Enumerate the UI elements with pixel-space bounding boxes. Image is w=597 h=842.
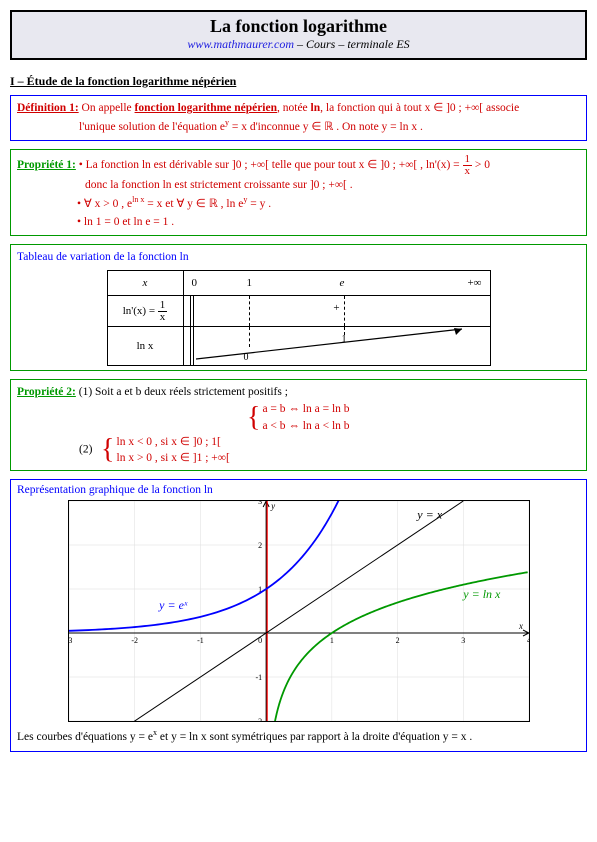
definition-1-label: Définition 1: [17, 102, 79, 114]
variation-table-box: Tableau de variation de la fonction ln x… [10, 244, 587, 371]
svg-text:y = eˣ: y = eˣ [158, 598, 188, 612]
section-1-title: I – Étude de la fonction logarithme népé… [10, 74, 587, 89]
prop1-l3b: = x et ∀ y ∈ ℝ , ln e [144, 198, 243, 210]
arrow-icon [196, 327, 472, 361]
prop2-label: Propriété 2: [17, 386, 76, 398]
prop2-p1: (1) Soit a et b deux réels strictement p… [79, 386, 288, 398]
prop2-p2l1: ln x < 0 , si x ∈ ]0 ; 1[ [117, 434, 230, 450]
svg-text:3: 3 [461, 636, 465, 645]
def1-t5: , la fonction qui à tout x ∈ ]0 ; +∞[ as… [320, 102, 519, 114]
proposition-1-box: Propriété 1: • La fonction ln est dériva… [10, 149, 587, 236]
graph-caption: Les courbes d'équations y = ex et y = ln… [17, 728, 580, 743]
header-link[interactable]: www.mathmaurer.com [187, 37, 294, 51]
frac-1-over-x: 1x [463, 154, 473, 177]
svg-text:2: 2 [258, 541, 262, 550]
prop2-p1l2: a < b ⇔ ln a < ln b [262, 418, 349, 434]
vt-lnx-row: 0 1 [183, 327, 490, 366]
variation-table-title: Tableau de variation de la fonction ln [17, 249, 580, 266]
vt-1: 1 [204, 275, 294, 292]
cap1: Les courbes d'équations y = e [17, 731, 153, 743]
prop2-p1l1: a = b ⇔ ln a = ln b [262, 401, 349, 417]
prop2-p2l2: ln x > 0 , si x ∈ ]1 ; +∞[ [117, 450, 230, 466]
frac-1-over-x-2: 1x [158, 300, 168, 323]
graph-title: Représentation graphique de la fonction … [17, 484, 580, 496]
definition-1-text: On appelle fonction logarithme népérien,… [17, 102, 519, 133]
prop1-l3s: ln x [132, 196, 144, 205]
prop1-l1a: • La fonction ln est dérivable sur ]0 ; … [79, 159, 463, 171]
header-course: Cours – terminale ES [306, 37, 410, 51]
variation-table: x 0 1 e +∞ ln'(x) = 1x + ln x [107, 270, 491, 366]
header-sep: – [294, 37, 306, 51]
def1-t1: On appelle [82, 102, 135, 114]
prop1-l2: donc la fonction ln est strictement croi… [17, 179, 353, 191]
svg-text:-3: -3 [68, 636, 72, 645]
cap2: et y = ln x sont symétriques par rapport… [157, 731, 472, 743]
def1-t7: = x d'inconnue y ∈ ℝ . On note y = ln x … [229, 121, 423, 133]
vt-0: 0 [192, 275, 202, 292]
prop2-brace1: {a = b ⇔ ln a = ln ba < b ⇔ ln a < ln b [247, 401, 580, 433]
prop1-label: Propriété 1: [17, 159, 76, 171]
vt-deriv-row: + [183, 296, 490, 327]
svg-text:1: 1 [329, 636, 333, 645]
vt-plus: + [333, 300, 339, 317]
vt-x: x [107, 271, 183, 296]
graph-box: Représentation graphique de la fonction … [10, 479, 587, 752]
page-title: La fonction logarithme [12, 16, 585, 37]
prop1-text: • La fonction ln est dérivable sur ]0 ; … [17, 159, 490, 227]
svg-text:-1: -1 [255, 673, 262, 682]
header-subtitle: www.mathmaurer.com – Cours – terminale E… [12, 37, 585, 52]
svg-text:y: y [270, 501, 275, 511]
svg-text:4: 4 [527, 636, 530, 645]
prop1-l4: • ln 1 = 0 et ln e = 1 . [17, 216, 174, 228]
def1-t4: ln [311, 102, 321, 114]
prop1-l3a: • ∀ x > 0 , e [77, 198, 132, 210]
def1-t2: fonction logarithme népérien [135, 102, 277, 114]
def1-t3: , notée [277, 102, 311, 114]
svg-text:-1: -1 [197, 636, 204, 645]
vt-xrow: 0 1 e +∞ [183, 271, 490, 296]
svg-text:-2: -2 [131, 636, 138, 645]
proposition-2-box: Propriété 2: (1) Soit a et b deux réels … [10, 379, 587, 471]
svg-text:3: 3 [258, 500, 262, 506]
vt-lnx-label: ln x [107, 327, 183, 366]
svg-text:x: x [518, 621, 523, 631]
prop1-l3c: = y . [247, 198, 271, 210]
prop2-p2: (2) [79, 443, 92, 455]
def1-t6: l'unique solution de l'équation e [79, 121, 225, 133]
prop1-l3: • ∀ x > 0 , eln x = x et ∀ y ∈ ℝ , ln ey… [17, 198, 271, 210]
svg-text:-2: -2 [255, 717, 262, 722]
svg-text:y = ln x: y = ln x [462, 587, 501, 601]
vt-row2: ln'(x) = [123, 305, 158, 317]
prop2-line2: (2) {ln x < 0 , si x ∈ ]0 ; 1[ln x > 0 ,… [79, 434, 580, 466]
def1-line2: l'unique solution de l'équation ey = x d… [17, 121, 423, 133]
vt-inf: +∞ [467, 275, 481, 292]
vt-e: e [297, 275, 387, 292]
graph-svg: -3-2-11234-2-11230xyy = eˣy = ln xy = x [68, 500, 530, 722]
svg-text:y = x: y = x [416, 507, 442, 521]
svg-text:2: 2 [395, 636, 399, 645]
prop1-l1b: > 0 [472, 159, 490, 171]
definition-1-box: Définition 1: On appelle fonction logari… [10, 95, 587, 141]
header: La fonction logarithme www.mathmaurer.co… [10, 10, 587, 60]
vt-deriv-label: ln'(x) = 1x [107, 296, 183, 327]
